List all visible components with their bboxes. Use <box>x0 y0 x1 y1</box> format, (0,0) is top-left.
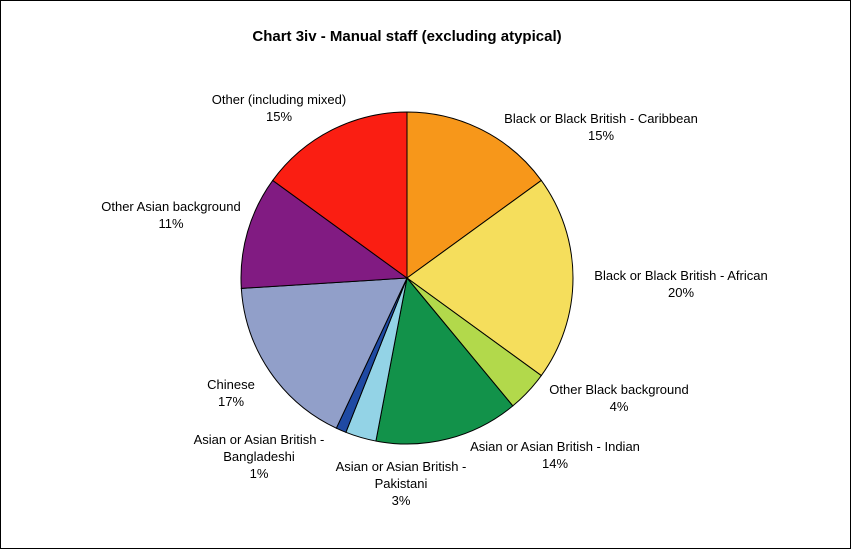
slice-label: Chinese 17% <box>207 377 255 409</box>
chart-title: Chart 3iv - Manual staff (excluding atyp… <box>252 28 561 45</box>
pie-slices <box>241 112 573 444</box>
slice-label: Asian or Asian British - Indian 14% <box>470 439 640 471</box>
slice-label: Other (including mixed) 15% <box>212 92 346 124</box>
slice-label: Black or Black British - Caribbean 15% <box>504 111 698 143</box>
slice-label: Black or Black British - African 20% <box>594 268 767 300</box>
slice-label: Other Black background 4% <box>549 382 688 414</box>
slice-label: Asian or Asian British -Pakistani 3% <box>336 459 467 508</box>
slice-label: Other Asian background 11% <box>101 199 240 231</box>
slice-label: Asian or Asian British -Bangladeshi 1% <box>194 432 325 481</box>
